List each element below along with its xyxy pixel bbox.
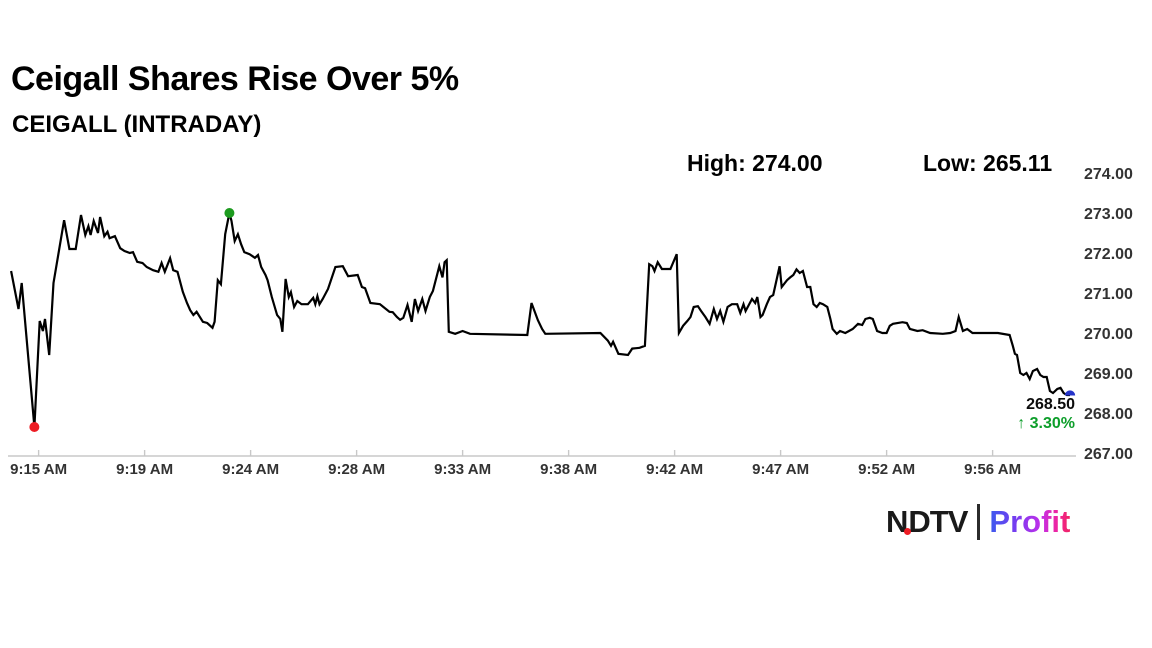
- ndtv-wordmark: N DTV: [886, 504, 968, 540]
- profit-wordmark: Profit: [989, 504, 1071, 539]
- x-axis-label: 9:56 AM: [964, 461, 1022, 478]
- x-axis-label: 9:47 AM: [752, 461, 810, 478]
- ndtv-letters-dtv: DTV: [908, 504, 968, 539]
- last-marker: [1064, 390, 1076, 396]
- y-axis-label: 274.00: [1084, 166, 1133, 183]
- y-axis-label: 273.00: [1084, 206, 1133, 223]
- y-axis-label: 272.00: [1084, 246, 1133, 263]
- price-line: [10, 212, 1070, 428]
- high-value-label: High: 274.00: [687, 150, 823, 176]
- x-axis-label: 9:28 AM: [328, 461, 386, 478]
- y-axis-label: 271.00: [1084, 286, 1133, 303]
- last-change-label: ↑ 3.30%: [1017, 415, 1075, 432]
- x-axis-label: 9:33 AM: [434, 461, 492, 478]
- low-value-label: Low: 265.11: [923, 150, 1053, 176]
- x-axis-label: 9:15 AM: [10, 461, 68, 478]
- high-marker: [224, 208, 235, 218]
- y-axis-label: 268.00: [1084, 406, 1133, 423]
- ndtv-letter-n: N: [886, 504, 908, 539]
- logo-separator: [977, 504, 981, 540]
- ndtv-profit-logo: N DTV Profit: [886, 504, 1070, 540]
- last-price-label: 268.50: [1026, 396, 1075, 413]
- x-axis-label: 9:42 AM: [646, 461, 704, 478]
- low-marker: [29, 422, 40, 432]
- y-axis-label: 270.00: [1084, 326, 1133, 343]
- x-axis-label: 9:24 AM: [222, 461, 280, 478]
- x-axis-label: 9:38 AM: [540, 461, 598, 478]
- ndtv-red-dot-icon: [904, 528, 912, 535]
- chart-subtitle: CEIGALL (INTRADAY): [12, 111, 262, 138]
- y-axis-label: 267.00: [1084, 446, 1133, 463]
- y-axis-label: 269.00: [1084, 366, 1133, 383]
- x-axis-label: 9:19 AM: [116, 461, 174, 478]
- x-axis-label: 9:52 AM: [858, 461, 916, 478]
- page-title: Ceigall Shares Rise Over 5%: [11, 60, 459, 98]
